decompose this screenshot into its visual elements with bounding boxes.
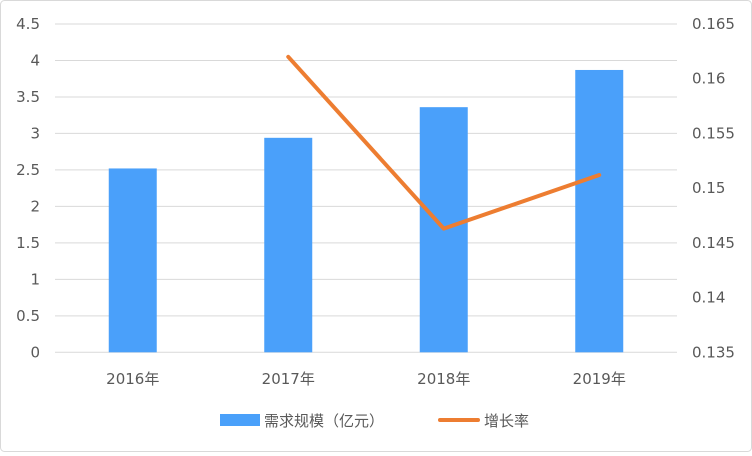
x-axis-tick-label: 2016年: [106, 370, 159, 388]
left-axis-tick-label: 4.5: [16, 15, 40, 33]
legend-bar-swatch: [220, 414, 260, 426]
right-axis-tick-label: 0.155: [692, 124, 735, 142]
left-axis-tick-label: 2.5: [16, 161, 40, 179]
right-axis-tick-label: 0.135: [692, 343, 735, 361]
legend-bar-label: 需求规模（亿元）: [264, 412, 384, 430]
right-axis-tick-label: 0.165: [692, 15, 735, 33]
right-axis-tick-label: 0.14: [692, 289, 725, 307]
left-axis-tick-label: 3.5: [16, 88, 40, 106]
bar: [264, 138, 312, 352]
x-axis-tick-label: 2017年: [262, 370, 315, 388]
left-axis-tick-label: 1.5: [16, 234, 40, 252]
left-axis-tick-label: 2: [30, 197, 40, 215]
bar: [575, 70, 623, 352]
right-axis-tick-label: 0.15: [692, 179, 725, 197]
legend-line-label: 增长率: [484, 412, 529, 430]
left-axis-tick-label: 0: [30, 343, 40, 361]
right-axis-tick-label: 0.145: [692, 234, 735, 252]
right-axis-tick-label: 0.16: [692, 70, 725, 88]
x-axis-tick-label: 2019年: [573, 370, 626, 388]
left-axis-tick-label: 0.5: [16, 307, 40, 325]
bar: [109, 168, 157, 352]
left-axis-tick-label: 4: [30, 51, 40, 69]
x-axis-tick-label: 2018年: [417, 370, 470, 388]
left-axis-tick-label: 3: [30, 124, 40, 142]
left-axis-tick-label: 1: [30, 270, 40, 288]
